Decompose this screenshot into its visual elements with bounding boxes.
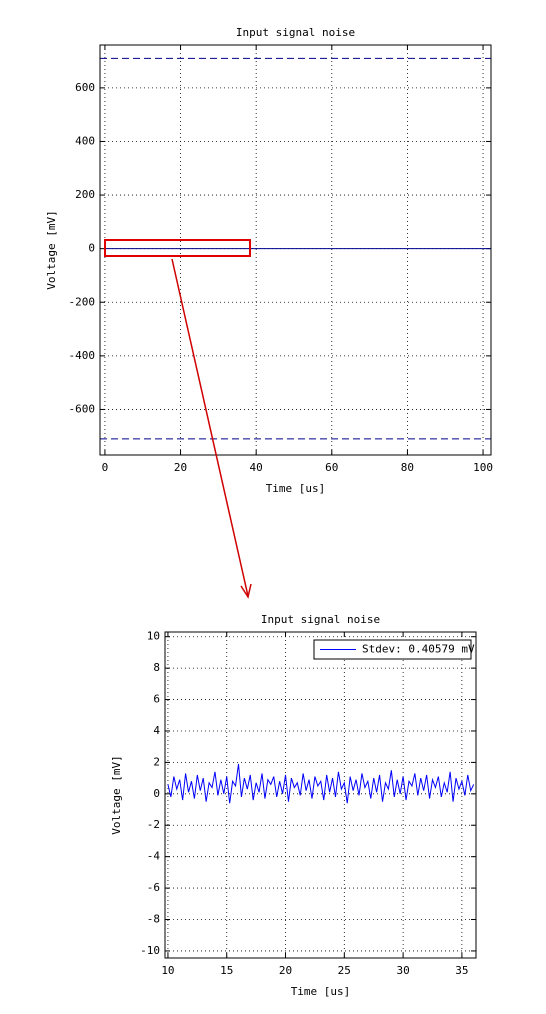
legend-label: Stdev: 0.40579 mV (362, 643, 475, 656)
x-tick-label: 0 (102, 461, 109, 474)
y-tick-label: 2 (153, 755, 160, 768)
y-tick-label: 8 (153, 661, 160, 674)
axes-box (99, 44, 492, 456)
y-axis-label: Voltage [mV] (110, 755, 123, 834)
x-axis-label: Time [us] (291, 985, 351, 998)
zoom-region (104, 239, 251, 257)
x-axis-label: Time [us] (266, 482, 326, 495)
y-axis-label: Voltage [mV] (45, 210, 58, 289)
y-tick-label: 600 (75, 81, 95, 94)
x-tick-label: 25 (338, 964, 351, 977)
y-tick-label: 200 (75, 188, 95, 201)
x-tick-label: 20 (174, 461, 187, 474)
x-tick-label: 10 (161, 964, 174, 977)
x-tick-label: 100 (473, 461, 493, 474)
zoom-arrow (171, 258, 249, 597)
x-tick-label: 80 (401, 461, 414, 474)
x-tick-label: 30 (396, 964, 409, 977)
y-tick-label: -200 (69, 295, 96, 308)
legend-box (313, 639, 472, 660)
x-tick-label: 15 (220, 964, 233, 977)
y-tick-label: 4 (153, 724, 160, 737)
y-tick-label: -4 (147, 850, 161, 863)
y-tick-label: -600 (69, 402, 96, 415)
x-tick-label: 40 (250, 461, 263, 474)
chart-title: Input signal noise (236, 26, 355, 39)
x-tick-label: 60 (325, 461, 338, 474)
y-tick-label: -6 (147, 881, 160, 894)
y-tick-label: 0 (88, 242, 95, 255)
y-tick-label: -2 (147, 818, 160, 831)
y-tick-label: -400 (69, 349, 96, 362)
y-tick-label: 0 (153, 787, 160, 800)
y-tick-label: 6 (153, 693, 160, 706)
y-tick-label: 400 (75, 134, 95, 147)
axes-box (164, 631, 477, 959)
x-tick-label: 35 (455, 964, 468, 977)
y-tick-label: -10 (140, 944, 160, 957)
x-tick-label: 20 (279, 964, 292, 977)
zoom-arrow-head (240, 583, 252, 599)
y-tick-label: 10 (147, 630, 160, 643)
chart-title: Input signal noise (261, 613, 380, 626)
data-line (167, 763, 475, 804)
y-tick-label: -8 (147, 913, 160, 926)
